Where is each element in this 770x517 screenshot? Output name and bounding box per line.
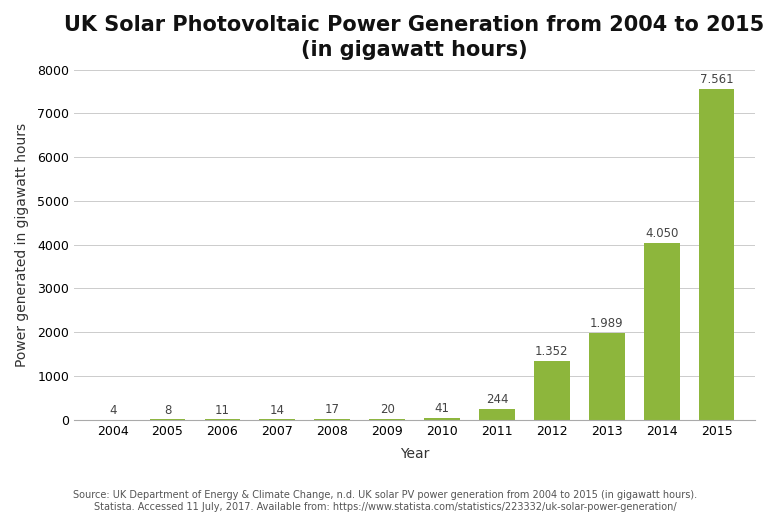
Bar	[534, 360, 570, 420]
Text: 244: 244	[486, 393, 508, 406]
Bar	[479, 409, 515, 420]
Bar	[424, 418, 460, 420]
Text: Source: UK Department of Energy & Climate Change, n.d. UK solar PV power generat: Source: UK Department of Energy & Climat…	[73, 490, 697, 512]
Text: 7.561: 7.561	[700, 73, 733, 86]
Y-axis label: Power generated in gigawatt hours: Power generated in gigawatt hours	[15, 123, 29, 367]
Text: 11: 11	[215, 404, 230, 417]
X-axis label: Year: Year	[400, 447, 430, 461]
Bar	[370, 419, 405, 420]
Bar	[259, 419, 295, 420]
Bar	[644, 242, 679, 420]
Text: 20: 20	[380, 403, 394, 416]
Text: 4: 4	[109, 404, 116, 417]
Text: 1.989: 1.989	[590, 317, 624, 330]
Text: 17: 17	[325, 403, 340, 416]
Bar	[589, 333, 624, 420]
Text: 41: 41	[434, 402, 450, 415]
Bar	[698, 89, 735, 420]
Text: 4.050: 4.050	[645, 227, 678, 240]
Text: 1.352: 1.352	[535, 345, 568, 358]
Title: UK Solar Photovoltaic Power Generation from 2004 to 2015
(in gigawatt hours): UK Solar Photovoltaic Power Generation f…	[65, 15, 765, 60]
Text: 14: 14	[270, 403, 285, 417]
Text: 8: 8	[164, 404, 171, 417]
Bar	[314, 419, 350, 420]
